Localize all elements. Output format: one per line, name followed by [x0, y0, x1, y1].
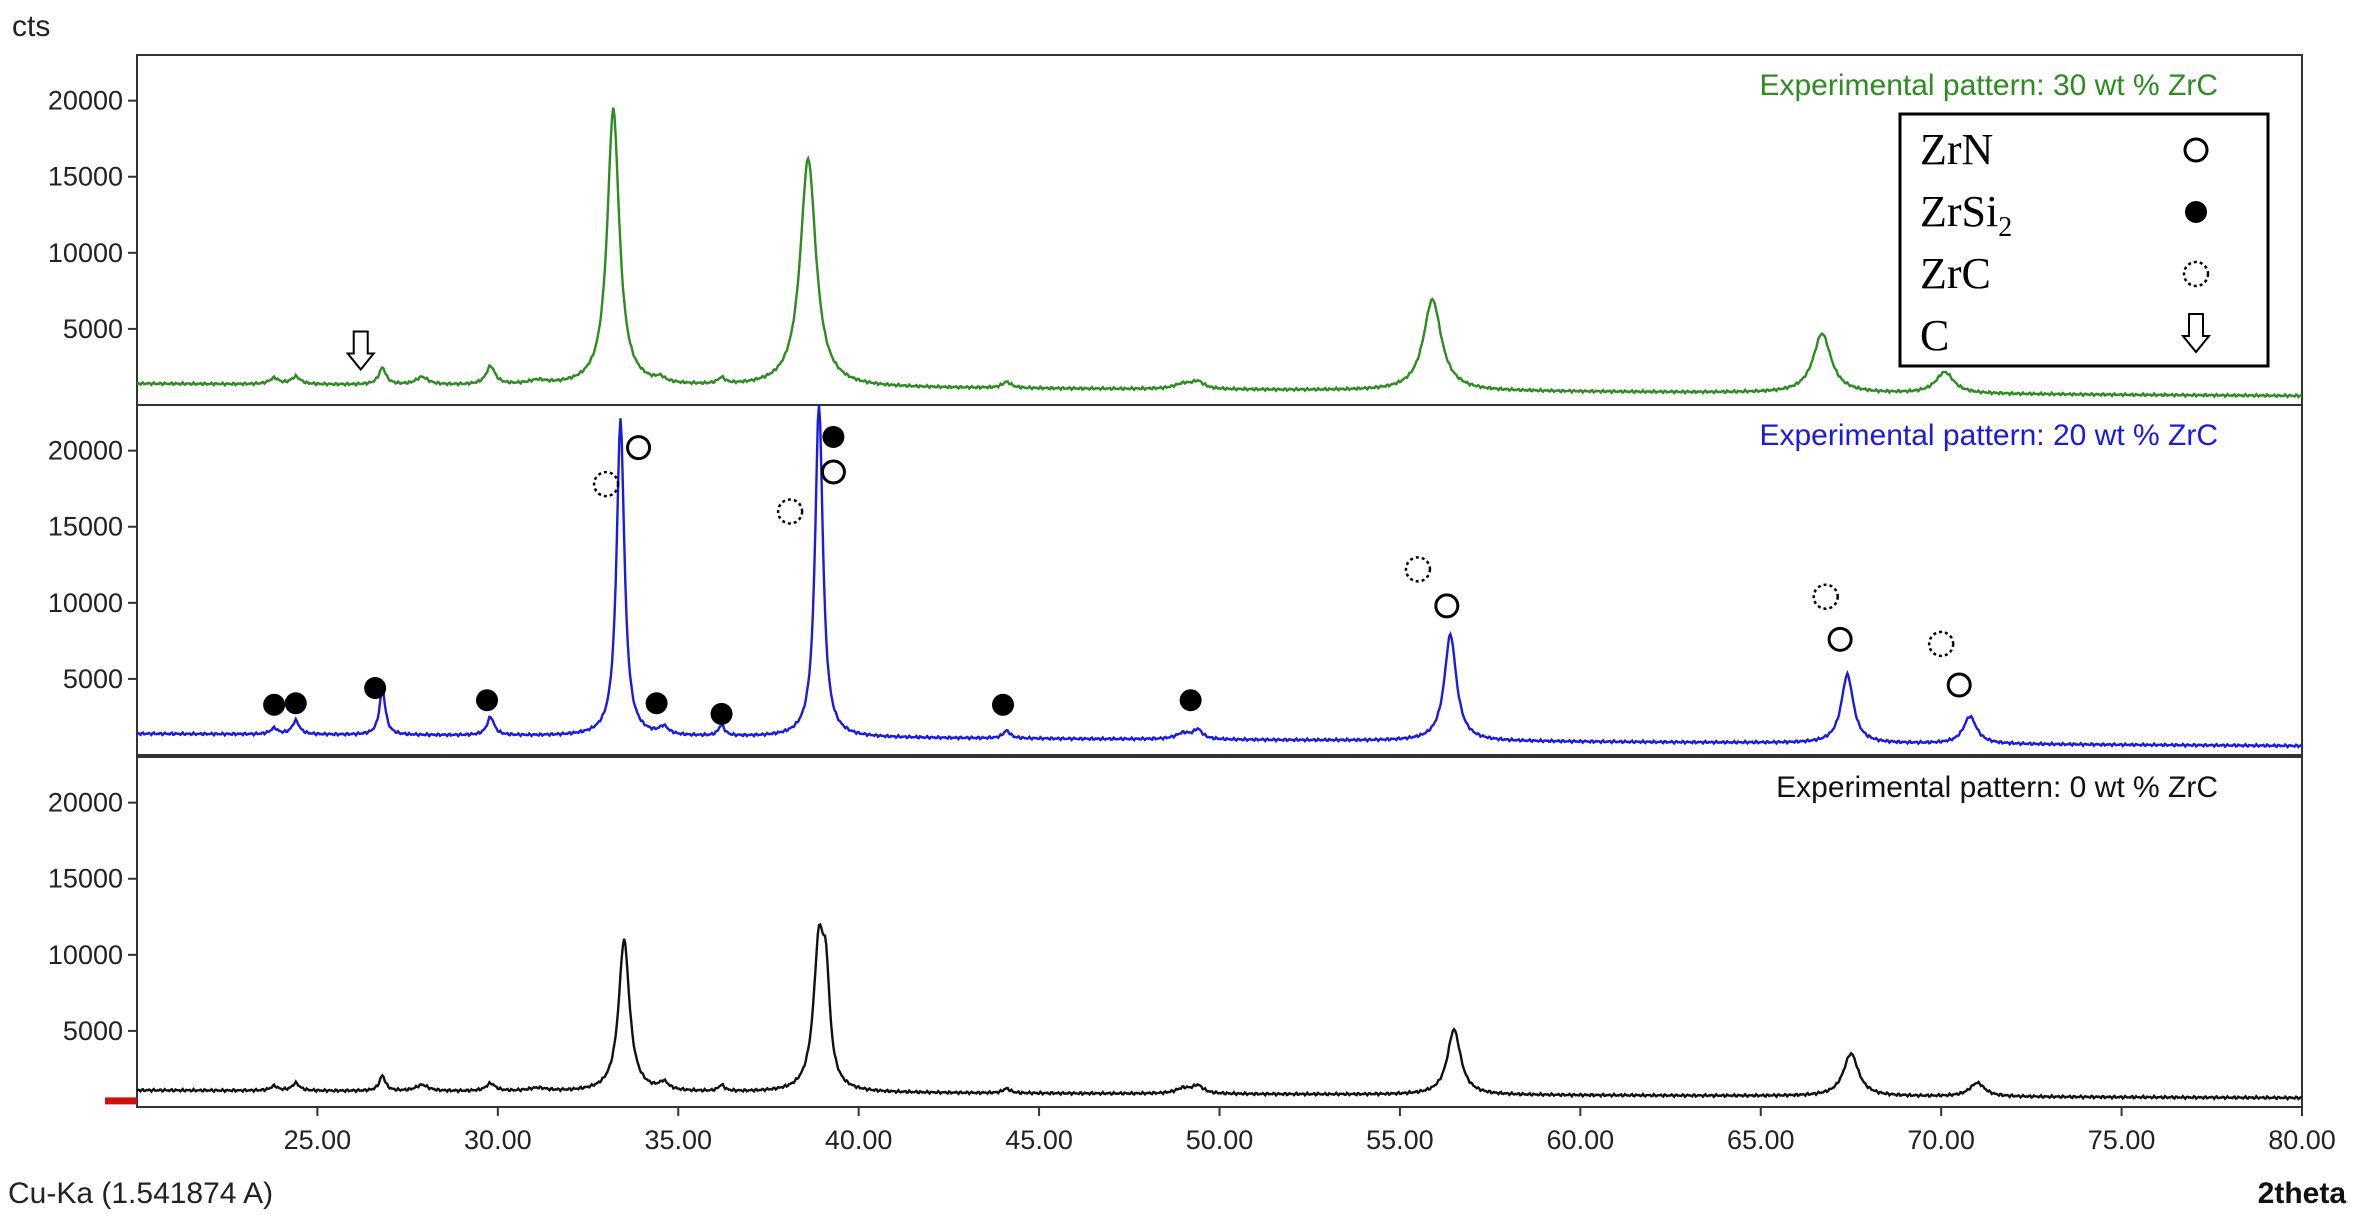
- y-tick-label: 5000: [63, 1016, 123, 1046]
- panel-frame: [136, 756, 2303, 1108]
- x-tick-label: 75.00: [2088, 1125, 2156, 1155]
- y-tick-label: 5000: [63, 314, 123, 344]
- y-tick-label: 15000: [48, 162, 123, 192]
- legend-label: C: [1920, 311, 1949, 360]
- y-tick-label: 5000: [63, 664, 123, 694]
- x-tick-label: 65.00: [1727, 1125, 1795, 1155]
- legend-symbol-carbon: [2180, 313, 2212, 354]
- x-axis-label: 2theta: [2258, 1177, 2347, 1210]
- plot-area: 5000 10000 15000 20000 Experimental pattern:…: [48, 54, 2336, 1155]
- y-tick-label: 10000: [48, 588, 123, 618]
- legend-label: ZrSi2: [1920, 187, 2012, 243]
- zrc-marker: [1812, 583, 1839, 610]
- zrn-marker: [1946, 672, 1972, 698]
- zrsi2-marker: [822, 425, 845, 448]
- panel-title: Experimental pattern: 0 wt % ZrC: [1776, 771, 2218, 804]
- zrsi2-marker: [992, 693, 1014, 716]
- y-tick-label: 15000: [48, 512, 123, 542]
- zrsi2-marker: [476, 689, 499, 712]
- zrsi2-marker: [364, 677, 387, 700]
- y-tick-label: 20000: [48, 788, 123, 818]
- series-line: [136, 404, 2303, 750]
- zrn-marker: [626, 435, 652, 461]
- y-tick-label: 20000: [48, 86, 123, 116]
- legend-label: ZrN: [1920, 125, 1993, 174]
- zrn-marker: [1434, 593, 1460, 619]
- carbon-arrow-marker: [345, 330, 376, 372]
- x-tick-label: 25.00: [284, 1125, 352, 1155]
- zrsi2-marker: [1179, 689, 1202, 712]
- y-tick-label: 10000: [48, 238, 123, 268]
- zrc-marker: [592, 470, 620, 498]
- x-tick-label: 70.00: [1907, 1125, 1975, 1155]
- zrn-marker: [820, 459, 846, 485]
- radiation-label: Cu-Ka (1.541874 A): [8, 1177, 273, 1210]
- legend-subscript: 2: [1998, 212, 2012, 243]
- y-tick-label: 15000: [48, 864, 123, 894]
- x-tick-label: 50.00: [1186, 1125, 1254, 1155]
- panel-frame: [136, 404, 2303, 756]
- zrc-marker: [1404, 556, 1432, 583]
- zrn-marker: [1827, 626, 1853, 652]
- y-tick-label: 20000: [48, 436, 123, 466]
- legend-symbol-zrsi2: [2185, 201, 2207, 223]
- panel-title: Experimental pattern: 20 wt % ZrC: [1759, 419, 2218, 452]
- zrsi2-marker: [263, 693, 286, 716]
- y-unit-label: cts: [12, 10, 50, 43]
- series-line: [136, 107, 2303, 399]
- legend-symbol-zrc: [2182, 260, 2210, 288]
- y-tick-label: 10000: [48, 940, 123, 970]
- series-line: [136, 922, 2303, 1102]
- zrc-marker: [776, 498, 804, 525]
- x-tick-label: 60.00: [1547, 1125, 1615, 1155]
- x-tick-label: 80.00: [2268, 1125, 2336, 1155]
- zrsi2-marker: [710, 702, 733, 725]
- x-tick-label: 45.00: [1005, 1125, 1073, 1155]
- zrsi2-marker: [645, 692, 668, 715]
- x-tick-label: 40.00: [825, 1125, 893, 1155]
- legend-label: ZrC: [1920, 249, 1991, 298]
- x-tick-label: 55.00: [1366, 1125, 1434, 1155]
- zrsi2-marker: [284, 692, 307, 715]
- panel-title: Experimental pattern: 30 wt % ZrC: [1759, 69, 2218, 102]
- legend-symbol-zrn: [2183, 137, 2209, 163]
- x-tick-label: 35.00: [644, 1125, 712, 1155]
- zrc-marker: [1927, 630, 1955, 658]
- x-tick-label: 30.00: [464, 1125, 532, 1155]
